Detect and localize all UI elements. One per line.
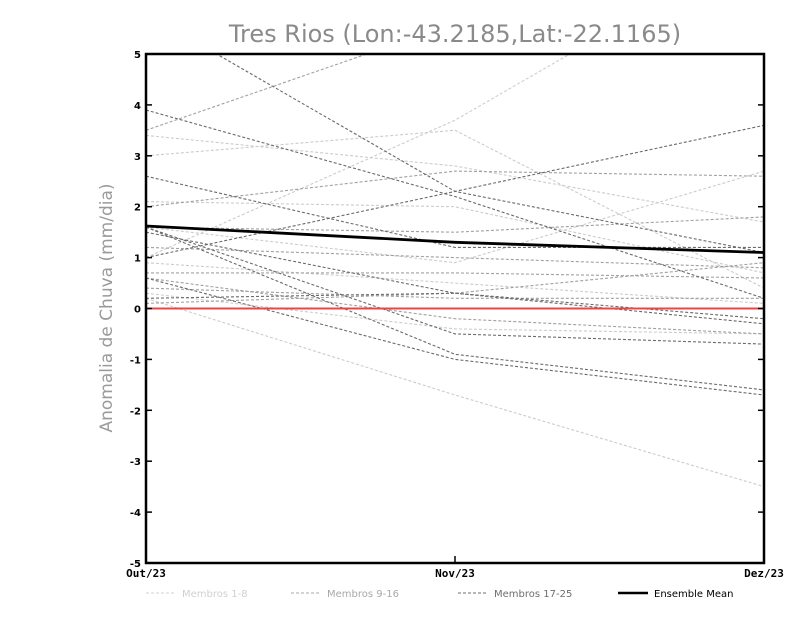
y-tick-label: 0 bbox=[134, 305, 141, 316]
series-line-20 bbox=[146, 226, 764, 345]
y-tick-label: 1 bbox=[134, 254, 141, 265]
y-tick-label: -1 bbox=[130, 355, 141, 366]
series-line-14 bbox=[146, 216, 764, 233]
y-tick-label: 2 bbox=[134, 203, 141, 214]
series-line-2 bbox=[146, 129, 764, 289]
legend-label: Ensemble Mean bbox=[654, 589, 733, 600]
series-line-19 bbox=[146, 124, 764, 259]
y-tick-label: -3 bbox=[130, 457, 141, 468]
x-axis-ticks: Out/23 Nov/23 Dez/23 bbox=[126, 556, 784, 580]
series-line-17 bbox=[146, 109, 764, 299]
x-tick-label: Nov/23 bbox=[435, 567, 475, 580]
series-line-15 bbox=[146, 287, 764, 299]
x-tick-label: Dez/23 bbox=[744, 567, 784, 580]
legend-label: Membros 17-25 bbox=[494, 589, 572, 600]
series-line-1 bbox=[146, 134, 764, 223]
series-line-24 bbox=[146, 175, 764, 248]
series-line-25 bbox=[146, 292, 764, 320]
legend: Membros 1-8 Membros 9-16 Membros 17-25 Ense… bbox=[146, 589, 733, 600]
x-tick-label: Out/23 bbox=[126, 567, 166, 580]
y-tick-label: 4 bbox=[134, 101, 141, 112]
legend-label: Membros 9-16 bbox=[327, 589, 399, 600]
series-line-3 bbox=[146, 297, 764, 488]
y-tick-label: 5 bbox=[134, 50, 141, 61]
ensemble-mean-line bbox=[145, 224, 765, 254]
series-line-22 bbox=[146, 231, 764, 325]
y-axis-ticks: 5 4 3 2 1 0 -1 -2 -3 -4 -5 bbox=[130, 50, 764, 570]
y-tick-label: -2 bbox=[130, 406, 141, 417]
series-line-5 bbox=[146, 292, 764, 335]
y-tick-label: -4 bbox=[130, 508, 141, 519]
y-tick-label: 3 bbox=[134, 152, 141, 163]
legend-label: Membros 1-8 bbox=[182, 589, 248, 600]
series-line-11 bbox=[146, 277, 764, 335]
series-layer bbox=[146, 54, 764, 488]
series-line-4 bbox=[146, 54, 571, 259]
series-line-13 bbox=[146, 262, 764, 304]
series-line-12 bbox=[146, 170, 764, 208]
y-tick-label: -5 bbox=[130, 559, 141, 570]
chart-title: Tres Rios (Lon:-43.2185,Lat:-22.1165) bbox=[228, 20, 681, 48]
y-axis-label: Anomalia de Chuva (mm/dia) bbox=[97, 183, 117, 432]
series-line-16 bbox=[146, 272, 764, 279]
series-line-8 bbox=[146, 262, 764, 304]
series-line-23 bbox=[146, 277, 764, 396]
series-line-21 bbox=[146, 226, 764, 391]
series-line-6 bbox=[146, 170, 764, 264]
